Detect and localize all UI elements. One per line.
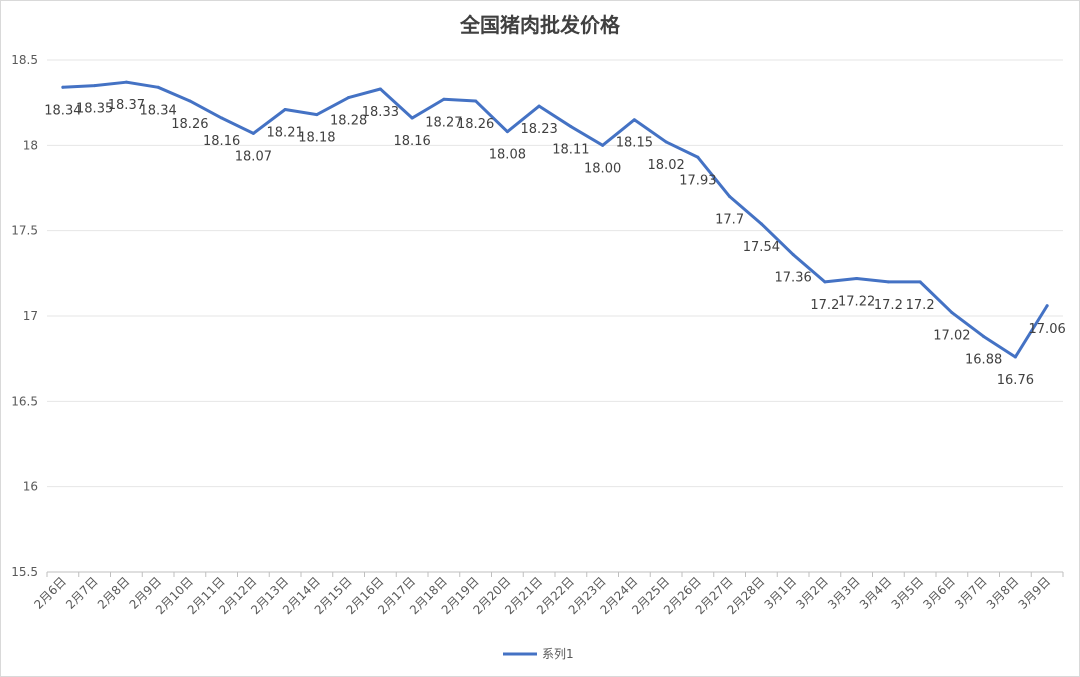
data-point	[315, 113, 319, 117]
gridlines	[47, 59, 1063, 573]
data-point	[759, 222, 763, 226]
data-point	[251, 131, 255, 135]
data-point	[156, 85, 160, 89]
y-tick-label: 18.5	[11, 53, 38, 67]
data-label: 18.37	[108, 98, 145, 113]
data-label: 18.33	[362, 105, 399, 120]
data-point	[93, 84, 97, 88]
data-label: 18.23	[521, 122, 558, 137]
data-label: 18.08	[489, 148, 526, 163]
data-point	[537, 104, 541, 108]
data-point	[569, 125, 573, 129]
data-label: 18.15	[616, 136, 653, 151]
data-label: 18.11	[552, 143, 589, 158]
data-point	[632, 118, 636, 122]
data-label: 18.35	[76, 102, 113, 117]
data-point	[410, 116, 414, 120]
data-label: 18.02	[648, 158, 685, 173]
data-point	[61, 85, 65, 89]
data-label: 18.26	[171, 117, 208, 132]
data-label: 17.2	[906, 298, 935, 313]
data-label: 16.88	[965, 352, 1002, 367]
data-label: 17.02	[933, 329, 970, 344]
data-point	[855, 276, 859, 280]
data-point	[474, 99, 478, 103]
y-tick-label: 16.5	[11, 394, 38, 408]
data-point	[220, 116, 224, 120]
data-label: 17.36	[775, 271, 812, 286]
chart-title: 全国猪肉批发价格	[459, 13, 621, 37]
data-label: 18.16	[394, 134, 431, 149]
data-label: 18.34	[44, 103, 81, 118]
data-label: 17.06	[1029, 322, 1066, 337]
data-label: 17.93	[679, 173, 716, 188]
data-labels: 18.3418.3518.3718.3418.2618.1618.0718.21…	[44, 98, 1065, 388]
data-label: 18.18	[298, 131, 335, 146]
data-point	[347, 96, 351, 100]
data-point	[442, 97, 446, 101]
data-point	[1045, 304, 1049, 308]
legend: 系列1	[503, 647, 574, 661]
data-point	[728, 195, 732, 199]
data-label: 17.7	[715, 213, 744, 228]
data-label: 18.26	[457, 117, 494, 132]
y-tick-label: 17	[23, 309, 38, 323]
y-axis: 18.5 18 17.5 17 16.5 16 15.5	[11, 53, 38, 579]
y-tick-label: 16	[23, 480, 38, 494]
data-label: 18.16	[203, 134, 240, 149]
data-label: 18.28	[330, 114, 367, 129]
y-tick-label: 18	[23, 138, 38, 152]
data-point	[188, 99, 192, 103]
data-point	[505, 130, 509, 134]
data-label: 18.07	[235, 149, 272, 164]
data-point	[1013, 355, 1017, 359]
data-point	[283, 107, 287, 111]
data-point	[791, 253, 795, 257]
y-tick-label: 15.5	[11, 565, 38, 579]
data-point	[696, 155, 700, 159]
data-label: 17.22	[838, 294, 875, 309]
data-point	[823, 280, 827, 284]
data-label: 17.54	[743, 240, 780, 255]
data-label: 16.76	[997, 373, 1034, 388]
data-label: 18.27	[425, 115, 462, 130]
y-tick-label: 17.5	[11, 224, 38, 238]
data-label: 17.2	[874, 298, 903, 313]
data-label: 17.2	[810, 298, 839, 313]
data-point	[664, 140, 668, 144]
data-point	[886, 280, 890, 284]
legend-label: 系列1	[542, 647, 574, 661]
series-line	[61, 80, 1049, 359]
data-label: 18.00	[584, 161, 621, 176]
data-label: 18.21	[267, 125, 304, 140]
data-point	[601, 143, 605, 147]
data-point	[918, 280, 922, 284]
data-point	[950, 311, 954, 315]
series-layer	[61, 80, 1049, 359]
data-point	[982, 334, 986, 338]
data-label: 18.34	[140, 103, 177, 118]
data-point	[378, 87, 382, 91]
data-point	[124, 80, 128, 84]
